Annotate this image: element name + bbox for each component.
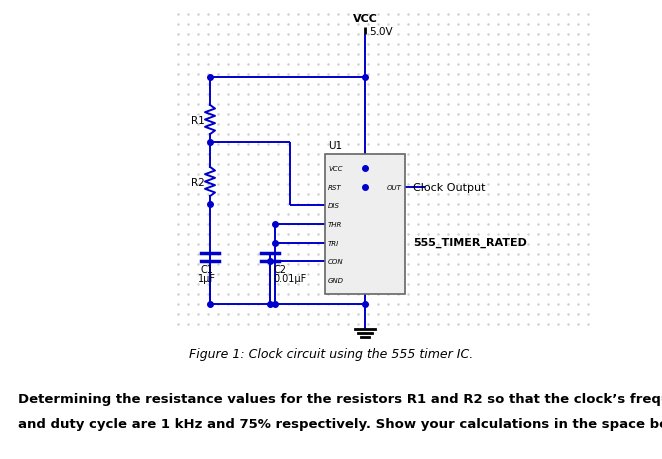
Text: 5.0V: 5.0V	[369, 27, 393, 37]
Text: C2: C2	[273, 264, 286, 274]
Text: VCC: VCC	[328, 166, 342, 172]
Text: R2: R2	[191, 177, 205, 187]
Text: 555_TIMER_RATED: 555_TIMER_RATED	[413, 237, 527, 247]
Text: Figure 1: Clock circuit using the 555 timer IC.: Figure 1: Clock circuit using the 555 ti…	[189, 348, 473, 361]
Text: 1μF: 1μF	[198, 274, 216, 283]
Text: Clock Output: Clock Output	[413, 182, 485, 192]
Bar	[325, 155, 405, 294]
Text: R1: R1	[191, 115, 205, 125]
Text: OUT: OUT	[387, 184, 402, 190]
Text: VCC: VCC	[353, 14, 377, 24]
Text: TRI: TRI	[328, 240, 339, 246]
Text: GND: GND	[328, 277, 344, 283]
Text: DIS: DIS	[328, 203, 340, 209]
Text: and duty cycle are 1 kHz and 75% respectively. Show your calculations in the spa: and duty cycle are 1 kHz and 75% respect…	[18, 418, 662, 431]
Text: C1: C1	[201, 264, 213, 274]
Text: Determining the resistance values for the resistors R1 and R2 so that the clock’: Determining the resistance values for th…	[18, 392, 662, 406]
Text: THR: THR	[328, 222, 342, 228]
Text: RST: RST	[328, 184, 342, 190]
Text: U1: U1	[328, 141, 342, 151]
Text: 0.01μF: 0.01μF	[273, 274, 307, 283]
Text: CON: CON	[328, 259, 344, 265]
